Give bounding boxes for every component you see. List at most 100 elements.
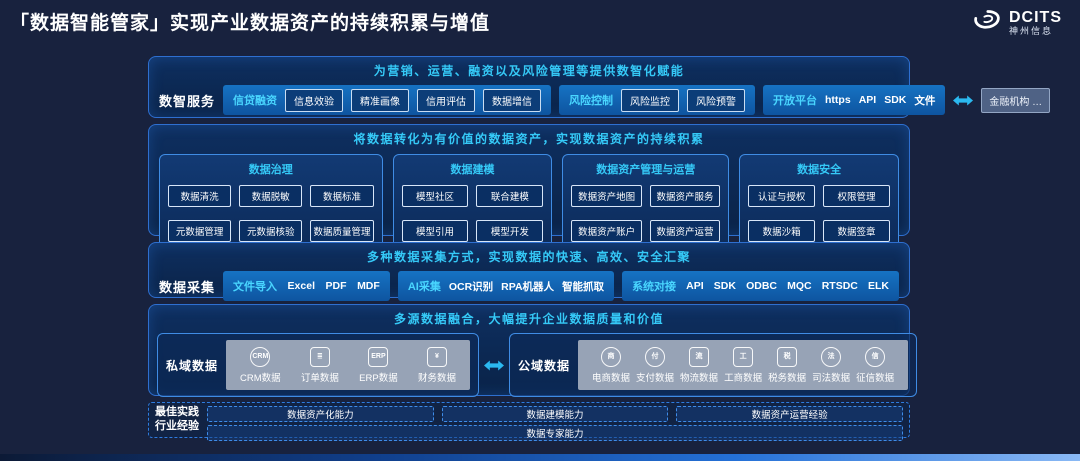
ecommerce-icon: 商 <box>601 346 622 367</box>
data-collect-band: 多种数据采集方式，实现数据的快速、高效、安全汇聚 数据采集 文件导入 Excel… <box>148 242 910 301</box>
financial-institution-tag: 金融机构 … <box>981 87 1051 113</box>
data-governance-box: 数据治理 数据清洗 数据脱敏 数据标准 元数据管理 元数据核验 数据质量管理 <box>159 154 383 252</box>
btn-model-reference: 模型引用 <box>401 220 469 242</box>
judicial-icon: 法 <box>821 346 842 367</box>
sys-item-elk: ELK <box>868 280 889 292</box>
crm-data-label: CRM数据 <box>240 372 281 384</box>
smart-service-label: 数智服务 <box>159 93 216 109</box>
btn-data-signature: 数据签章 <box>823 220 890 242</box>
btn-model-community: 模型社区 <box>401 185 469 207</box>
credit-report-data-item: 信 征信数据 <box>856 346 895 384</box>
data-fusion-band: 多源数据融合，大幅提升企业数据质量和价值 私域数据 CRM CRM数据 ≣ 订单… <box>148 304 918 397</box>
best-practice-band: 最佳实践 行业经验 数据资产化能力 数据建模能力 数据资产运营经验 数据专家能力 <box>148 402 910 441</box>
dcits-swirl-icon <box>972 8 1002 39</box>
capability-data-assetization: 数据资产化能力 <box>207 406 434 422</box>
risk-control-group: 风险控制 风险监控 风险预警 <box>559 85 756 115</box>
private-data-panel: CRM CRM数据 ≣ 订单数据 ERP ERP数据 ¥ 财务数据 <box>226 340 470 390</box>
chip-risk-monitor: 风险监控 <box>621 88 680 112</box>
best-practice-label: 最佳实践 行业经验 <box>155 406 199 434</box>
page-title: 「数据智能管家」实现产业数据资产的持续积累与增值 <box>10 13 491 34</box>
sys-item-sdk: SDK <box>713 280 736 292</box>
public-data-label: 公域数据 <box>518 358 571 373</box>
ai-collect-group-name: AI采集 <box>407 281 441 293</box>
smart-service-header: 为营销、运营、融资以及风险管理等提供数智化赋能 <box>373 64 685 78</box>
data-collect-label: 数据采集 <box>159 279 216 295</box>
system-connect-group-name: 系统对接 <box>632 281 677 293</box>
private-data-label: 私域数据 <box>166 358 219 373</box>
btn-permission-mgmt: 权限管理 <box>823 185 890 207</box>
double-arrow-icon <box>953 95 974 106</box>
system-connect-group: 系统对接 API SDK ODBC MQC RTSDC ELK <box>622 271 899 301</box>
logistics-data-item: 流 物流数据 <box>680 346 719 384</box>
btn-asset-operation: 数据资产运营 <box>649 220 721 242</box>
open-item-file: 文件 <box>914 94 936 107</box>
payment-data-label: 支付数据 <box>636 372 675 384</box>
ecommerce-data-item: 商 电商数据 <box>592 346 631 384</box>
payment-icon: 付 <box>645 346 666 367</box>
data-modeling-box: 数据建模 模型社区 联合建模 模型引用 模型开发 <box>392 154 553 252</box>
best-practice-line1: 最佳实践 <box>155 406 199 419</box>
data-asset-band: 将数据转化为有价值的数据资产，实现数据资产的持续积累 数据治理 数据清洗 数据脱… <box>148 124 910 252</box>
dcits-logo: DCITS 神州信息 <box>972 8 1062 39</box>
btn-data-quality-mgmt: 数据质量管理 <box>310 220 374 242</box>
payment-data-item: 付 支付数据 <box>636 346 675 384</box>
sys-item-api: API <box>686 280 704 292</box>
logistics-data-label: 物流数据 <box>680 372 719 384</box>
erp-data-label: ERP数据 <box>359 372 398 384</box>
double-arrow-icon <box>484 360 504 371</box>
btn-data-sandbox: 数据沙箱 <box>748 220 816 242</box>
file-import-group: 文件导入 Excel PDF MDF <box>223 271 390 301</box>
asset-mgmt-ops-title: 数据资产管理与运营 <box>596 164 696 176</box>
btn-metadata-verify: 元数据核验 <box>239 220 303 242</box>
btn-data-masking: 数据脱敏 <box>239 185 303 207</box>
crm-data-item: CRM CRM数据 <box>240 346 281 384</box>
open-platform-group: 开放平台 https API SDK 文件 <box>763 85 946 115</box>
judicial-data-label: 司法数据 <box>812 372 851 384</box>
file-import-group-name: 文件导入 <box>233 281 278 293</box>
sys-item-odbc: ODBC <box>746 280 777 292</box>
ai-collect-group: AI采集 OCR识别 RPA机器人 智能抓取 <box>397 271 615 301</box>
btn-joint-modeling: 联合建模 <box>476 185 544 207</box>
chip-data-credit: 数据增信 <box>483 88 542 112</box>
ai-item-rpa: RPA机器人 <box>501 280 555 293</box>
data-governance-title: 数据治理 <box>248 164 293 176</box>
asset-mgmt-ops-box: 数据资产管理与运营 数据资产地图 数据资产服务 数据资产账户 数据资产运营 <box>562 154 730 252</box>
chip-risk-alert: 风险预警 <box>687 88 746 112</box>
open-item-https: https <box>825 94 851 106</box>
tax-data-item: 税 税务数据 <box>768 346 807 384</box>
credit-finance-group: 信贷融资 信息效验 精准画像 信用评估 数据增信 <box>223 85 552 115</box>
chip-info-verify: 信息效验 <box>285 88 344 112</box>
btn-data-standard: 数据标准 <box>310 185 374 207</box>
btn-metadata-mgmt: 元数据管理 <box>168 220 232 242</box>
btn-data-cleaning: 数据清洗 <box>168 185 232 207</box>
finance-data-item: ¥ 财务数据 <box>418 346 456 384</box>
business-registry-icon: 工 <box>733 346 754 367</box>
smart-service-band: 为营销、运营、融资以及风险管理等提供数智化赋能 数智服务 信贷融资 信息效验 精… <box>148 56 1051 118</box>
order-icon: ≣ <box>309 346 330 367</box>
file-item-pdf: PDF <box>325 280 347 292</box>
business-registry-data-label: 工商数据 <box>724 372 763 384</box>
logo-company-text: 神州信息 <box>1009 26 1054 37</box>
btn-model-develop: 模型开发 <box>476 220 544 242</box>
sys-item-mqc: MQC <box>787 280 812 292</box>
ai-item-ocr: OCR识别 <box>448 280 494 293</box>
judicial-data-item: 法 司法数据 <box>812 346 851 384</box>
chip-precise-profile: 精准画像 <box>351 88 410 112</box>
ecommerce-data-label: 电商数据 <box>592 372 631 384</box>
credit-report-icon: 信 <box>865 346 886 367</box>
business-registry-data-item: 工 工商数据 <box>724 346 763 384</box>
data-collect-header: 多种数据采集方式，实现数据的快速、高效、安全汇聚 <box>366 250 691 264</box>
chip-credit-eval: 信用评估 <box>417 88 476 112</box>
finance-icon: ¥ <box>426 346 447 367</box>
logo-brand-text: DCITS <box>1009 9 1062 27</box>
tax-data-label: 税务数据 <box>768 372 807 384</box>
capability-data-modeling: 数据建模能力 <box>441 406 669 422</box>
btn-auth: 认证与授权 <box>748 185 816 207</box>
credit-report-data-label: 征信数据 <box>856 372 895 384</box>
data-fusion-header: 多源数据融合，大幅提升企业数据质量和价值 <box>393 312 664 326</box>
credit-finance-group-name: 信贷融资 <box>233 95 278 107</box>
data-security-title: 数据安全 <box>797 164 842 176</box>
btn-asset-account: 数据资产账户 <box>571 220 642 242</box>
capability-asset-ops-experience: 数据资产运营经验 <box>676 406 904 422</box>
sys-item-rtsdc: RTSDC <box>821 280 858 292</box>
